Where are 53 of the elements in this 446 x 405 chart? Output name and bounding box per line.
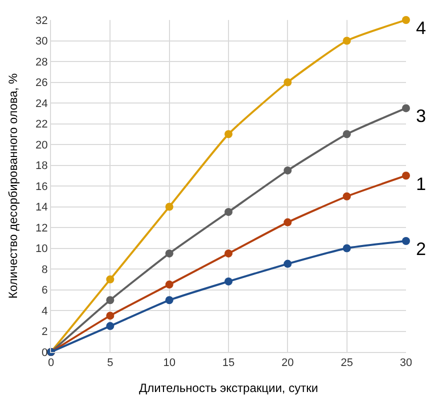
point (165, 249, 174, 258)
point (224, 208, 232, 216)
series-label: 3 (416, 106, 426, 126)
y-tick-label: 22 (36, 118, 48, 131)
point (284, 260, 292, 268)
y-tick-label: 16 (36, 180, 48, 193)
x-tick-label: 5 (107, 357, 114, 370)
y-tick-label: 30 (36, 36, 48, 48)
series-label: 1 (416, 174, 426, 194)
y-tick-label: 24 (36, 98, 48, 110)
x-tick-label: 15 (222, 357, 235, 370)
point (402, 104, 410, 112)
point (165, 202, 174, 211)
point (284, 166, 292, 174)
point (224, 130, 232, 138)
series-label: 4 (416, 18, 426, 38)
point (165, 296, 174, 304)
point (224, 277, 232, 286)
point (224, 249, 232, 258)
point (106, 296, 114, 304)
y-tick-label: 10 (36, 243, 48, 256)
x-tick-label: 10 (163, 357, 176, 370)
y-tick-label: 32 (36, 14, 48, 27)
point (106, 312, 114, 320)
y-tick-label: 20 (36, 139, 48, 152)
point (284, 218, 292, 226)
point (342, 36, 351, 45)
point (342, 130, 351, 138)
y-axis-title: Количество десорбированного олова, % (6, 73, 20, 299)
point (284, 78, 292, 86)
x-tick-label: 30 (400, 357, 412, 370)
y-tick-label: 8 (42, 264, 48, 276)
y-tick-label: 6 (42, 284, 48, 297)
y-tick-label: 14 (36, 202, 48, 214)
y-tick-label: 28 (36, 56, 48, 68)
point (106, 322, 114, 330)
point (106, 275, 114, 284)
y-tick-label: 26 (36, 77, 48, 90)
point (402, 16, 410, 24)
point (342, 244, 351, 252)
x-tick-label: 25 (340, 357, 353, 370)
y-tick-label: 2 (42, 326, 48, 338)
y-tick-label: 0 (42, 346, 48, 359)
point (342, 192, 351, 200)
x-axis-title: Длительность экстракции, сутки (138, 381, 318, 396)
point (165, 280, 174, 289)
x-tick-label: 20 (282, 357, 294, 370)
point (402, 236, 410, 245)
series-label: 2 (416, 239, 426, 259)
point (402, 172, 410, 180)
y-tick-label: 12 (36, 222, 48, 234)
y-tick-label: 18 (36, 160, 48, 172)
y-tick-label: 4 (42, 305, 48, 318)
